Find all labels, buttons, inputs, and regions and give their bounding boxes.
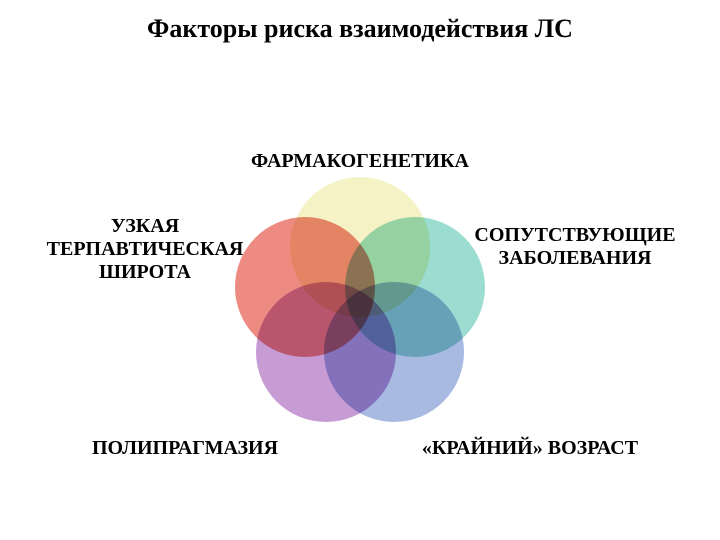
venn-circle-4 (235, 217, 375, 357)
venn-diagram (0, 0, 720, 540)
